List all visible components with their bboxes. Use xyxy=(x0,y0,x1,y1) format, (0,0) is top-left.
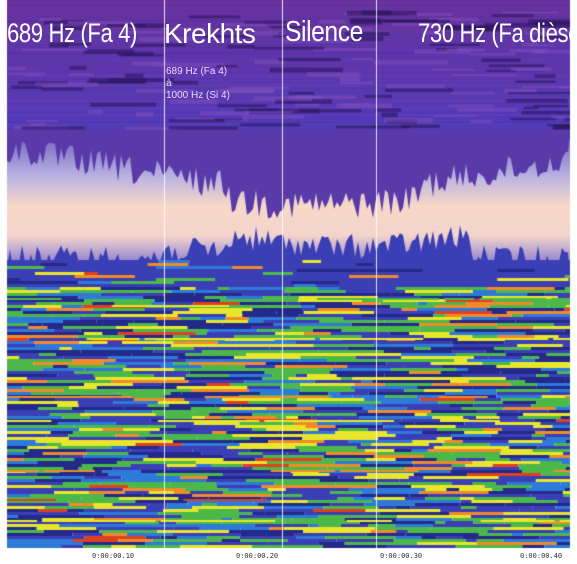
time-tick-4: 0:00:00.40 xyxy=(520,552,563,560)
time-tick-2: 0:00:00.20 xyxy=(236,552,279,560)
frequency-range-label: 689 Hz (Fa 4) à 1000 Hz (Si 4) xyxy=(166,66,230,102)
range-line-2: à xyxy=(166,78,172,89)
left-note-label: 689 Hz (Fa 4) xyxy=(7,18,138,48)
time-tick-1: 0:00:00.10 xyxy=(92,552,135,560)
right-note-label: 730 Hz (Fa dièse 4) xyxy=(418,18,577,48)
range-line-1: 689 Hz (Fa 4) xyxy=(166,66,228,77)
time-tick-3: 0:00:00.30 xyxy=(380,552,423,560)
krekhts-label: Krekhts xyxy=(164,18,256,49)
silence-label: Silence xyxy=(285,16,363,48)
range-line-3: 1000 Hz (Si 4) xyxy=(166,90,230,101)
